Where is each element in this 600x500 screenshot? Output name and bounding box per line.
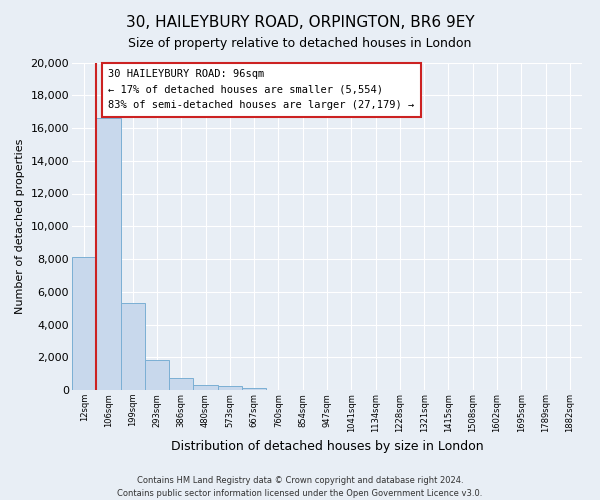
Bar [96, 118, 121, 390]
X-axis label: Distribution of detached houses by size in London: Distribution of detached houses by size … [170, 440, 484, 453]
Bar [242, 388, 266, 390]
Y-axis label: Number of detached properties: Number of detached properties [15, 138, 25, 314]
Bar [121, 303, 145, 390]
Bar [145, 360, 169, 390]
Bar [72, 258, 96, 390]
Text: 30 HAILEYBURY ROAD: 96sqm
← 17% of detached houses are smaller (5,554)
83% of se: 30 HAILEYBURY ROAD: 96sqm ← 17% of detac… [109, 69, 415, 110]
Text: Contains HM Land Registry data © Crown copyright and database right 2024.
Contai: Contains HM Land Registry data © Crown c… [118, 476, 482, 498]
Text: 30, HAILEYBURY ROAD, ORPINGTON, BR6 9EY: 30, HAILEYBURY ROAD, ORPINGTON, BR6 9EY [125, 15, 475, 30]
Bar [193, 385, 218, 390]
Bar [218, 386, 242, 390]
Text: Size of property relative to detached houses in London: Size of property relative to detached ho… [128, 38, 472, 51]
Bar [169, 378, 193, 390]
